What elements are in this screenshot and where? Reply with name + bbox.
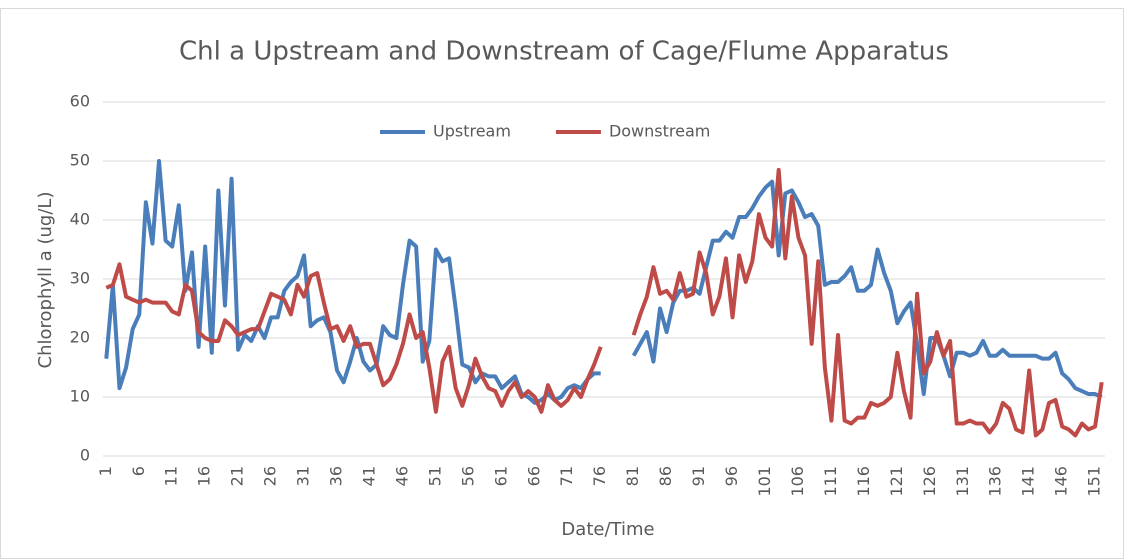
x-tick-label: 116	[854, 466, 873, 497]
y-tick-label: 50	[70, 151, 90, 170]
y-tick-label: 20	[70, 328, 90, 347]
x-tick-label: 121	[887, 466, 906, 497]
x-tick-label: 91	[689, 466, 708, 486]
x-tick-label: 26	[261, 466, 280, 486]
x-tick-label: 106	[788, 466, 807, 497]
y-tick-label: 0	[80, 446, 90, 465]
x-tick-label: 61	[491, 466, 510, 486]
x-tick-label: 111	[821, 466, 840, 497]
y-tick-label: 30	[70, 269, 90, 288]
x-axis-label: Date/Time	[561, 519, 654, 540]
x-tick-label: 41	[359, 466, 378, 486]
x-tick-label: 76	[590, 466, 609, 486]
x-tick-label: 86	[656, 466, 675, 486]
x-tick-label: 71	[557, 466, 576, 486]
x-tick-label: 136	[986, 466, 1005, 497]
x-tick-label: 66	[524, 466, 543, 486]
series-line	[105, 167, 1104, 438]
x-tick-label: 51	[425, 466, 444, 486]
x-tick-label: 81	[623, 466, 642, 486]
x-tick-label: 126	[920, 466, 939, 497]
x-tick-label: 31	[294, 466, 313, 486]
x-tick-label: 21	[228, 466, 247, 486]
x-tick-label: 151	[1085, 466, 1104, 497]
x-tick-label: 56	[458, 466, 477, 486]
x-tick-label: 1	[96, 466, 115, 476]
x-tick-label: 131	[953, 466, 972, 497]
y-axis-label: Chlorophyll a (ug/L)	[35, 192, 56, 369]
x-tick-label: 96	[722, 466, 741, 486]
x-tick-label: 36	[327, 466, 346, 486]
x-tick-label: 11	[162, 466, 181, 486]
legend-label: Upstream	[433, 122, 511, 141]
legend-label: Downstream	[609, 122, 710, 141]
x-tick-label: 141	[1019, 466, 1038, 497]
x-tick-label: 16	[195, 466, 214, 486]
y-tick-label: 10	[70, 387, 90, 406]
y-tick-label: 40	[70, 210, 90, 229]
chart-title: Chl a Upstream and Downstream of Cage/Fl…	[179, 37, 949, 67]
x-tick-label: 101	[755, 466, 774, 497]
x-tick-label: 146	[1052, 466, 1071, 497]
x-tick-label: 6	[129, 466, 148, 476]
y-tick-label: 60	[70, 92, 90, 111]
x-tick-label: 46	[392, 466, 411, 486]
